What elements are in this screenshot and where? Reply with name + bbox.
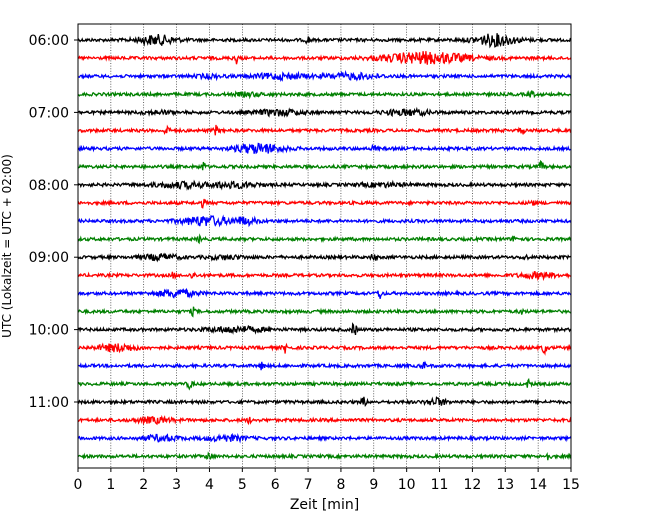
plot-frame [77, 23, 572, 469]
trace-line [77, 233, 572, 245]
y-axis-ticks: 06:00 07:00 08:00 09:00 10:00 11:00 [29, 33, 78, 411]
x-tick-label: 10 [398, 477, 416, 493]
x-tick-label: 9 [369, 477, 378, 493]
x-tick-label: 14 [529, 477, 547, 493]
x-tick-label: 13 [496, 477, 514, 493]
trace-line [77, 377, 572, 391]
y-tick-label: 08:00 [29, 178, 69, 194]
x-tick-label: 1 [106, 477, 115, 493]
x-tick-label: 5 [238, 477, 247, 493]
x-axis-label: Zeit [min] [290, 497, 359, 513]
trace-line [77, 395, 572, 408]
x-tick-label: 2 [139, 477, 148, 493]
y-tick-label: 06:00 [29, 33, 69, 49]
trace-line [77, 287, 572, 299]
x-tick-label: 11 [431, 477, 449, 493]
x-tick-label: 3 [172, 477, 181, 493]
trace-line [77, 106, 572, 118]
y-axis-label: UTC (Lokalzeit = UTC + 02:00) [0, 154, 14, 338]
y-tick-label: 09:00 [29, 250, 69, 266]
trace-line [77, 69, 572, 82]
trace-line [77, 252, 572, 263]
trace-line [77, 414, 572, 426]
trace-line [77, 322, 572, 336]
trace-line [77, 270, 572, 282]
y-tick-label: 10:00 [29, 323, 69, 339]
x-tick-label: 4 [205, 477, 214, 493]
trace-line [77, 51, 572, 65]
trace-line [77, 159, 571, 171]
seismogram-traces [77, 33, 572, 461]
trace-line [77, 342, 572, 356]
trace-line [77, 89, 572, 100]
y-tick-label: 07:00 [29, 105, 69, 121]
x-tick-label: 15 [562, 477, 580, 493]
trace-line [77, 432, 572, 444]
trace-line [77, 214, 572, 228]
vertical-grid [110, 24, 539, 468]
x-tick-label: 7 [304, 477, 313, 493]
trace-line [77, 142, 572, 155]
trace-line [77, 451, 572, 461]
trace-line [77, 124, 572, 136]
trace-line [78, 306, 572, 318]
trace-line [77, 179, 572, 191]
x-tick-label: 6 [271, 477, 280, 493]
x-axis-ticks: 0 1 2 3 4 5 6 7 8 9 10 11 12 13 14 15 [74, 468, 580, 493]
x-tick-label: 12 [463, 477, 481, 493]
trace-line [77, 33, 571, 49]
trace-line [77, 360, 572, 371]
trace-line [77, 198, 572, 209]
y-tick-label: 11:00 [29, 395, 69, 411]
x-tick-label: 8 [336, 477, 345, 493]
x-tick-label: 0 [74, 477, 83, 493]
